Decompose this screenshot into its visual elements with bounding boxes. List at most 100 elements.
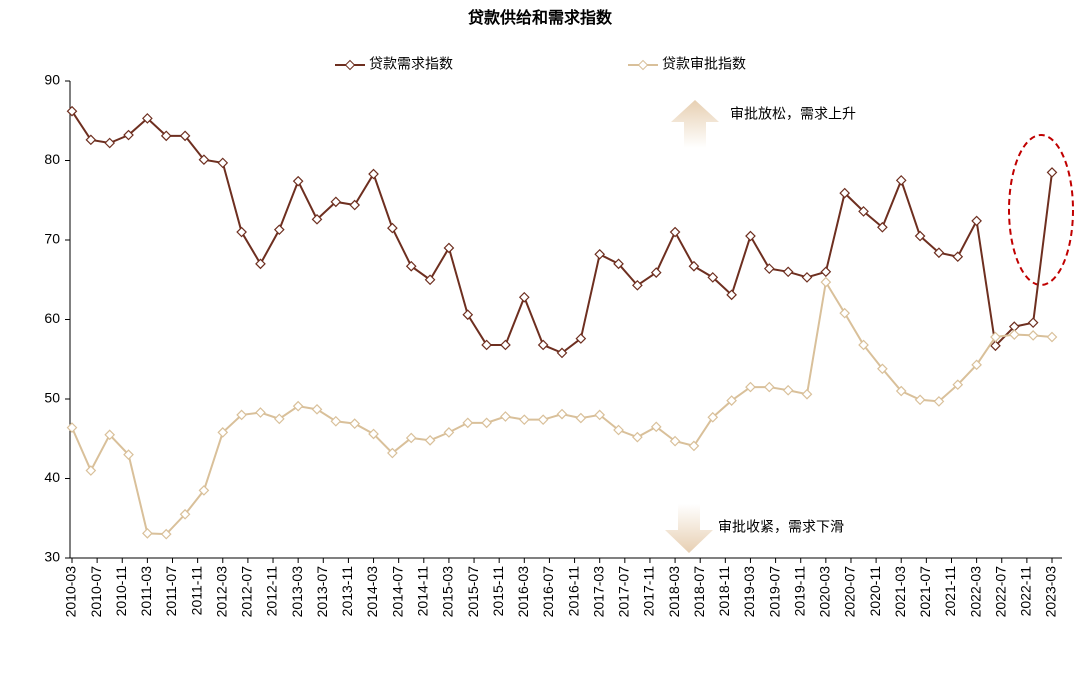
marker bbox=[217, 157, 229, 169]
marker bbox=[575, 412, 587, 424]
marker bbox=[273, 224, 285, 236]
marker bbox=[688, 440, 700, 452]
marker bbox=[349, 418, 361, 429]
marker bbox=[782, 266, 794, 278]
series-line bbox=[71, 110, 1053, 355]
marker bbox=[613, 424, 624, 436]
marker bbox=[914, 230, 926, 242]
marker bbox=[236, 226, 247, 238]
x-tick-label: 2014-03 bbox=[364, 566, 380, 618]
marker bbox=[217, 427, 229, 438]
marker bbox=[405, 432, 417, 444]
y-tick-label: 80 bbox=[44, 151, 60, 167]
marker bbox=[142, 528, 153, 539]
marker bbox=[745, 230, 756, 242]
marker bbox=[292, 400, 304, 412]
marker bbox=[914, 394, 926, 406]
x-tick-label: 2011-11 bbox=[188, 566, 204, 616]
marker bbox=[1027, 330, 1039, 341]
marker bbox=[368, 168, 379, 180]
x-tick-label: 2019-11 bbox=[791, 566, 807, 617]
x-tick-label: 2022-11 bbox=[1018, 566, 1034, 617]
marker bbox=[801, 272, 813, 283]
marker bbox=[782, 384, 794, 396]
marker bbox=[255, 258, 266, 270]
series-line bbox=[71, 279, 1053, 536]
marker bbox=[669, 435, 681, 447]
marker bbox=[330, 196, 342, 208]
marker bbox=[500, 411, 511, 422]
marker bbox=[707, 272, 719, 283]
marker bbox=[85, 465, 97, 476]
marker bbox=[123, 449, 134, 460]
marker bbox=[160, 130, 172, 142]
legend-label: 贷款审批指数 bbox=[662, 56, 746, 72]
marker bbox=[481, 339, 492, 351]
marker bbox=[481, 417, 492, 429]
y-tick-label: 40 bbox=[44, 469, 60, 485]
marker bbox=[707, 411, 719, 423]
marker bbox=[820, 276, 832, 288]
marker bbox=[594, 248, 606, 260]
marker bbox=[669, 226, 681, 238]
legend-marker bbox=[637, 59, 649, 71]
x-tick-label: 2016-03 bbox=[515, 566, 531, 618]
marker bbox=[763, 263, 775, 274]
x-tick-label: 2012-03 bbox=[213, 566, 229, 618]
marker bbox=[650, 267, 662, 278]
x-tick-label: 2019-03 bbox=[741, 566, 757, 618]
marker bbox=[952, 251, 964, 263]
marker bbox=[877, 363, 888, 375]
x-tick-label: 2012-11 bbox=[264, 566, 280, 617]
marker bbox=[971, 359, 982, 371]
marker bbox=[1046, 331, 1058, 343]
marker bbox=[443, 242, 455, 254]
x-tick-label: 2022-03 bbox=[967, 566, 983, 618]
highlight-ellipse bbox=[1008, 134, 1074, 286]
marker bbox=[443, 427, 455, 438]
x-tick-label: 2015-03 bbox=[440, 566, 456, 618]
x-tick-label: 2016-11 bbox=[565, 566, 581, 617]
x-tick-label: 2023-03 bbox=[1043, 566, 1059, 618]
x-tick-label: 2018-11 bbox=[716, 566, 732, 617]
marker bbox=[556, 347, 568, 359]
marker bbox=[160, 528, 172, 540]
marker bbox=[650, 421, 662, 433]
marker bbox=[726, 395, 737, 406]
y-tick-label: 90 bbox=[44, 72, 60, 88]
x-tick-label: 2011-03 bbox=[138, 566, 154, 617]
x-tick-label: 2018-03 bbox=[666, 566, 682, 618]
x-tick-label: 2013-07 bbox=[314, 566, 330, 618]
annotation: 审批收紧，需求下滑 bbox=[718, 519, 844, 535]
y-tick-label: 70 bbox=[44, 231, 60, 247]
marker bbox=[952, 379, 964, 391]
marker bbox=[858, 206, 869, 217]
up-arrow bbox=[671, 100, 719, 148]
x-tick-label: 2015-11 bbox=[490, 566, 506, 617]
x-tick-label: 2020-07 bbox=[842, 566, 858, 618]
marker bbox=[556, 408, 568, 420]
marker bbox=[368, 428, 379, 440]
marker bbox=[292, 175, 304, 187]
x-tick-label: 2021-07 bbox=[917, 566, 933, 618]
marker bbox=[349, 199, 361, 211]
marker bbox=[387, 447, 398, 459]
marker bbox=[933, 247, 945, 259]
x-tick-label: 2014-07 bbox=[389, 566, 405, 618]
marker bbox=[726, 289, 737, 301]
x-tick-label: 2010-07 bbox=[88, 566, 104, 618]
marker bbox=[1046, 167, 1058, 178]
annotation: 审批放松，需求上升 bbox=[730, 106, 856, 122]
marker bbox=[820, 266, 832, 278]
x-tick-label: 2016-07 bbox=[540, 566, 556, 618]
marker bbox=[990, 331, 1001, 343]
marker bbox=[1027, 317, 1039, 329]
marker bbox=[104, 137, 116, 149]
y-tick-label: 30 bbox=[44, 549, 60, 565]
marker bbox=[424, 434, 436, 446]
legend-marker bbox=[344, 59, 356, 71]
x-tick-label: 2017-03 bbox=[590, 566, 606, 618]
x-tick-label: 2011-07 bbox=[163, 566, 179, 617]
marker bbox=[104, 429, 116, 441]
